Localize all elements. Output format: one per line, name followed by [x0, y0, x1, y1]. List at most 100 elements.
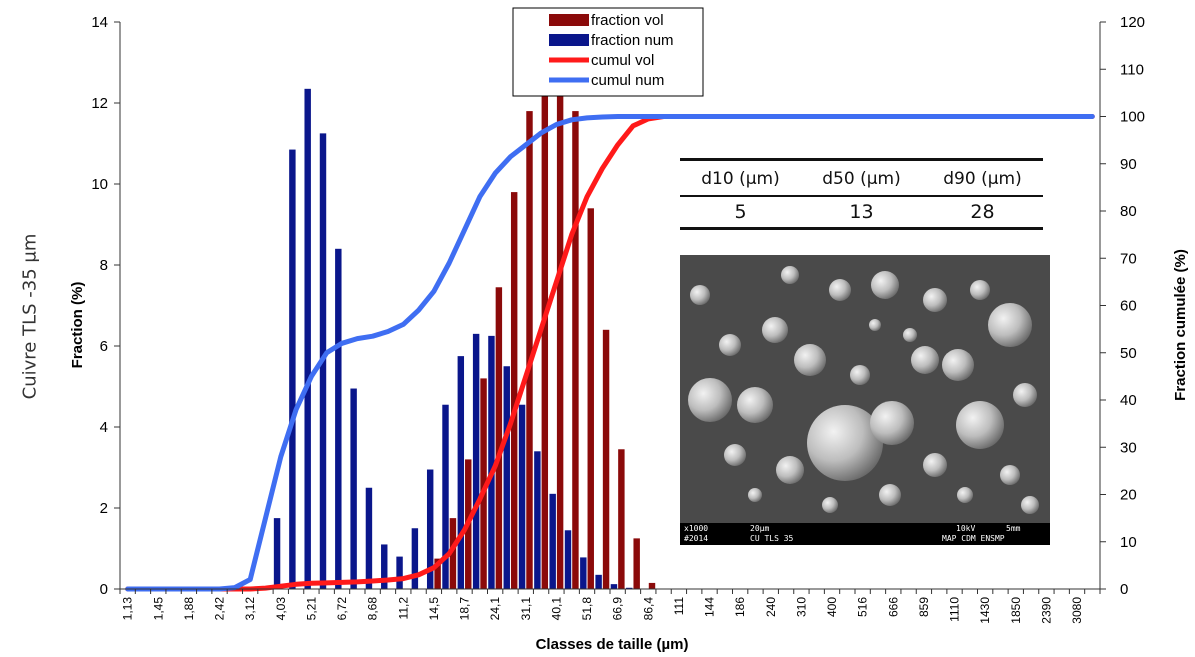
plot-area: [125, 62, 1095, 592]
value-d10: 5: [734, 201, 747, 223]
sem-kv: 10kV: [956, 524, 976, 533]
bar-fraction-vol: [587, 208, 594, 590]
x-tick-label: 11,2: [396, 597, 410, 620]
legend-label: fraction vol: [591, 12, 664, 29]
bar-fraction-vol: [541, 64, 549, 589]
x-tick-label: 1,88: [182, 597, 196, 621]
x-tick-label: 859: [917, 597, 931, 617]
legend-swatch: [549, 14, 589, 26]
bar-fraction-num: [365, 487, 373, 589]
bar-fraction-num: [442, 404, 449, 589]
y2-tick-label: 60: [1120, 298, 1137, 315]
y2-tick-label: 70: [1120, 250, 1137, 267]
x-tick-label: 310: [794, 597, 808, 617]
x-tick-label: 1850: [1009, 597, 1023, 624]
x-tick-label: 2390: [1039, 597, 1053, 624]
value-d50: 13: [849, 201, 874, 223]
legend-swatch: [549, 34, 589, 46]
y2-tick-label: 50: [1120, 345, 1137, 362]
legend-label: fraction num: [591, 32, 674, 49]
bar-fraction-num: [289, 149, 296, 589]
bar-fraction-num: [396, 556, 403, 589]
bar-fraction-vol: [648, 582, 656, 589]
x-tick-label: 1110: [948, 597, 962, 622]
bar-fraction-num: [350, 388, 357, 589]
legend-box: [512, 7, 704, 97]
y-tick-label: 4: [100, 419, 108, 436]
y-tick-label: 12: [91, 95, 108, 112]
bar-fraction-num: [549, 493, 556, 589]
x-tick-label: 400: [825, 597, 839, 617]
x-tick-label: 6,72: [335, 597, 349, 621]
bar-fraction-vol: [633, 538, 640, 589]
y-tick-label: 0: [100, 581, 108, 598]
x-tick-label: 5,21: [304, 597, 318, 621]
sem-id: #2014: [684, 534, 709, 543]
y-tick-label: 8: [100, 257, 108, 274]
x-tick-label: 14,5: [427, 597, 441, 621]
y2-tick-label: 80: [1120, 203, 1137, 220]
header-d90: d90 (µm): [943, 169, 1022, 189]
y2-tick-label: 110: [1120, 61, 1144, 78]
y2-tick-label: 20: [1120, 487, 1137, 504]
bar-fraction-num: [426, 469, 434, 589]
header-d10: d10 (µm): [701, 169, 780, 189]
bar-fraction-vol: [434, 558, 441, 589]
bar-fraction-num: [457, 356, 465, 589]
table-mid-rule: [680, 195, 1043, 197]
bar-fraction-num: [304, 88, 311, 589]
table-top-rule: [680, 158, 1043, 161]
x-tick-label: 40,1: [549, 597, 563, 621]
x-tick-label: 66,9: [611, 597, 625, 621]
y2-tick-label: 90: [1120, 156, 1137, 173]
y-tick-label: 10: [91, 176, 108, 193]
bar-fraction-vol: [556, 62, 564, 589]
bar-fraction-num: [488, 335, 495, 589]
y2-tick-label: 30: [1120, 439, 1137, 456]
x-tick-label: 3,12: [243, 597, 257, 621]
x-tick-label: 31,1: [519, 597, 533, 621]
legend-label: cumul vol: [591, 52, 654, 69]
x-tick-label: 3080: [1070, 597, 1084, 624]
legend-label: cumul num: [591, 72, 664, 89]
y2-tick-label: 120: [1120, 14, 1145, 31]
x-tick-label: 111: [672, 597, 686, 616]
x-tick-label: 516: [856, 597, 870, 617]
y-axis-right: 0 10 20 30 40 50 60 70 80 90 100 110 120: [1099, 14, 1145, 598]
bar-fraction-vol: [602, 329, 610, 589]
x-tick-label: 666: [886, 597, 900, 617]
side-title: Cuivre TLS -35 µm: [19, 233, 41, 400]
bar-fraction-num: [518, 404, 526, 589]
table-header-row: d10 (µm) d50 (µm) d90 (µm): [680, 161, 1043, 195]
sem-wd: 5mm: [1006, 524, 1021, 533]
x-tick-label: 18,7: [458, 597, 472, 621]
x-tick-label: 4,03: [274, 597, 288, 621]
x-tick-label: 186: [733, 597, 747, 617]
x-tick-label: 86,4: [641, 597, 655, 621]
y-tick-label: 6: [100, 338, 108, 355]
sem-info-bar: x1000 #2014 20µm CU TLS 35 10kV 5mm MAP …: [680, 523, 1050, 545]
sem-particles-image: [680, 255, 1050, 523]
y2-tick-label: 10: [1120, 534, 1137, 551]
x-tick-label: 1,45: [151, 597, 165, 621]
x-tick-label: 2,42: [213, 597, 227, 621]
bar-fraction-num: [534, 451, 541, 589]
bar-fraction-vol: [526, 111, 533, 589]
bar-fraction-vol: [449, 518, 457, 589]
y-axis-title: Fraction (%): [69, 282, 86, 369]
x-tick-label: 8,68: [366, 597, 380, 621]
header-d50: d50 (µm): [822, 169, 901, 189]
x-axis-title: Classes de taille (µm): [536, 636, 689, 653]
sem-scale: 20µm: [750, 524, 770, 533]
x-tick-label: 51,8: [580, 597, 594, 621]
y-axis-left: 0 2 4 6 8 10 12 14: [91, 14, 121, 598]
x-tick-label: 240: [764, 597, 778, 617]
bar-fraction-num: [411, 528, 419, 589]
y-tick-label: 14: [91, 14, 108, 31]
y2-tick-label: 0: [1120, 581, 1128, 598]
bar-fraction-num: [503, 366, 510, 589]
bar-fraction-num: [335, 248, 342, 590]
bar-fraction-num: [381, 544, 388, 589]
x-axis: 1,13 1,45 1,88 2,42 3,12 4,03 5,21 6,72 8,68 11,2…: [119, 588, 1101, 624]
